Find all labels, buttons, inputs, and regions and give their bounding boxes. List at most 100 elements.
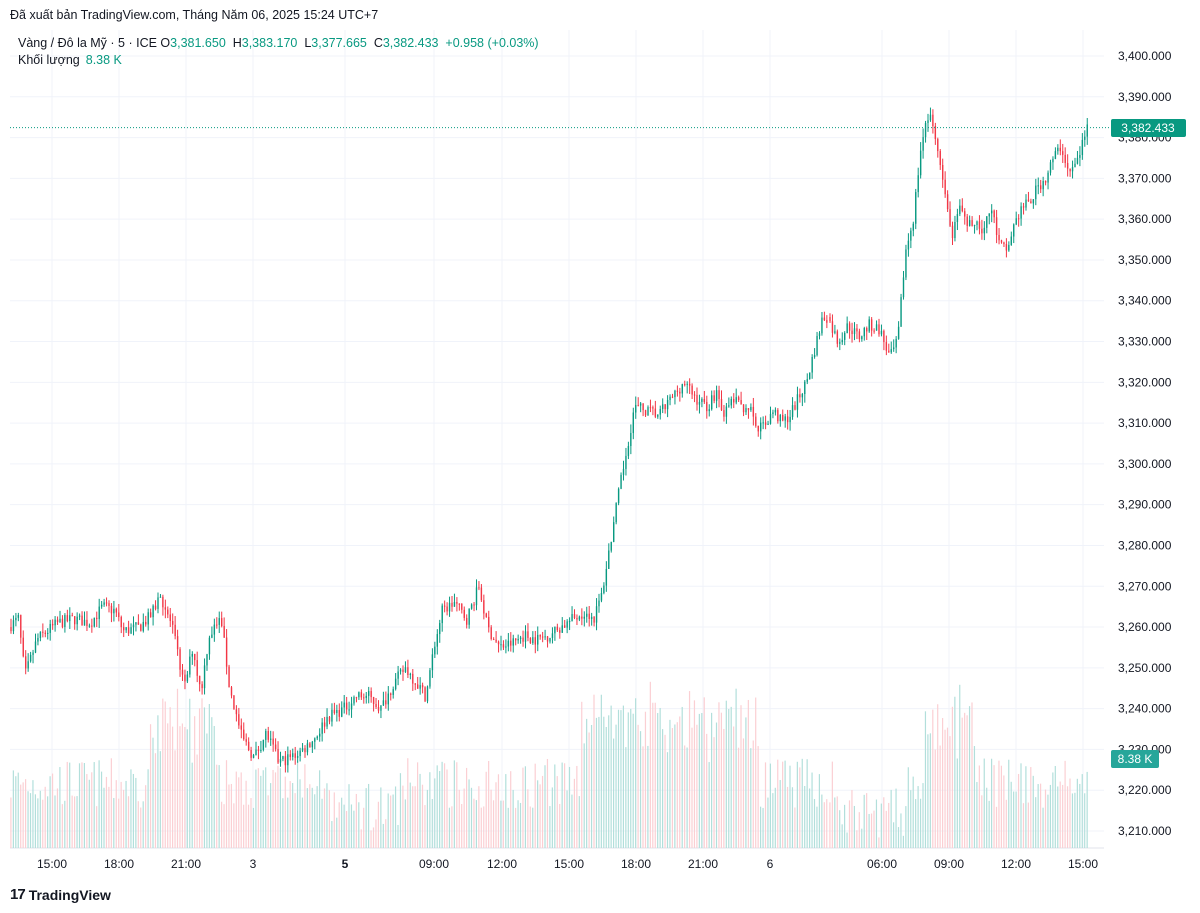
candle-body	[1008, 244, 1010, 251]
volume-bar	[292, 783, 294, 848]
tradingview-brand[interactable]: 17 TradingView	[10, 886, 111, 903]
candle-body	[1000, 240, 1003, 243]
price-candles[interactable]	[10, 107, 1088, 773]
volume-bar	[566, 790, 568, 848]
time-axis[interactable]: 15:00 18:00 21:00 3 5 09:00 12:00 15:00 18:00 21:…	[37, 857, 1098, 871]
candle-body	[861, 336, 863, 340]
volume-bar	[255, 769, 257, 848]
candle-body	[154, 605, 157, 609]
candle-body	[194, 653, 196, 661]
volume-bar	[100, 771, 103, 848]
candle-body	[559, 630, 561, 633]
volume-bar	[485, 771, 487, 848]
volume-bar	[240, 772, 242, 848]
candle-body	[284, 756, 287, 766]
candle-body	[883, 330, 885, 343]
candle-body	[715, 390, 718, 401]
volume-bar	[265, 767, 267, 848]
candle-body	[17, 615, 20, 618]
candle-body	[485, 613, 487, 617]
volume-bar	[1062, 784, 1064, 848]
candle-body	[769, 413, 772, 424]
volume-bar	[243, 804, 245, 848]
candle-body	[851, 330, 853, 335]
candle-body	[1062, 151, 1064, 155]
volume-bar	[113, 798, 115, 848]
volume-bar	[919, 798, 922, 848]
volume-bar	[649, 681, 651, 848]
y-tick-label: 3,260.000	[1118, 620, 1172, 634]
candle-body	[382, 700, 385, 706]
candle-body	[255, 749, 257, 756]
candle-body	[595, 606, 598, 623]
price-axis[interactable]: 3,400.0003,390.0003,380.0003,370.0003,36…	[1118, 49, 1172, 838]
volume-bar	[49, 776, 51, 848]
volume-bar	[96, 806, 98, 848]
candle-body	[956, 214, 959, 223]
volume-bar	[789, 765, 791, 848]
high-label: H	[232, 36, 242, 50]
candle-body	[213, 624, 216, 635]
candle-body	[93, 617, 95, 627]
candle-body	[336, 709, 338, 714]
volume-bar	[912, 776, 914, 848]
volume-bar	[365, 788, 367, 848]
candle-body	[164, 607, 167, 610]
volume-bar	[863, 794, 865, 848]
candle-body	[392, 689, 394, 695]
volume-bar	[71, 795, 73, 848]
candle-body	[39, 631, 42, 638]
volume-bar	[115, 780, 117, 848]
candle-body	[186, 674, 189, 682]
volume-bar	[238, 777, 240, 848]
candle-body	[25, 656, 27, 669]
volume-bar	[1017, 773, 1020, 848]
x-tick-label: 15:00	[554, 857, 584, 871]
candle-body	[890, 349, 892, 353]
volume-bar	[571, 794, 573, 848]
candle-body	[328, 716, 331, 722]
volume-bar	[301, 797, 304, 848]
volume-bar	[1047, 794, 1049, 848]
volume-bar	[470, 787, 473, 848]
volume-bar	[954, 696, 956, 848]
volume-bar	[718, 702, 720, 848]
candle-body	[544, 636, 546, 638]
candle-body	[394, 678, 397, 690]
candle-body	[130, 627, 132, 634]
candle-body	[1010, 236, 1012, 245]
candle-body	[37, 637, 39, 642]
volume-bar	[191, 762, 193, 848]
x-tick-label: 18:00	[621, 857, 651, 871]
volume-bar	[794, 807, 796, 848]
volume-bar	[868, 813, 870, 848]
volume-bar	[728, 708, 730, 848]
volume-bar	[211, 717, 213, 848]
candle-body	[745, 408, 747, 413]
candle-body	[733, 398, 735, 403]
candle-body	[311, 741, 314, 748]
candle-body	[78, 615, 81, 617]
candle-body	[431, 654, 434, 671]
candle-body	[1044, 181, 1047, 183]
volume-bar	[20, 784, 22, 848]
volume-bar	[844, 804, 846, 848]
volume-label[interactable]: Khối lượng	[18, 53, 80, 67]
candle-body	[32, 652, 34, 655]
volume-bar	[944, 729, 946, 848]
candle-body	[1076, 157, 1079, 164]
candle-body	[377, 707, 380, 711]
volume-bar	[915, 799, 917, 848]
y-tick-label: 3,310.000	[1118, 416, 1172, 430]
candle-body	[140, 624, 142, 631]
volume-bar	[319, 770, 321, 848]
volume-bar	[745, 717, 747, 848]
candle-body	[56, 619, 59, 622]
symbol-title[interactable]: Vàng / Đô la Mỹ · 5 · ICE	[18, 36, 157, 50]
candle-body	[725, 406, 728, 417]
candle-body	[1074, 163, 1076, 168]
volume-bar	[159, 751, 161, 848]
candle-body	[434, 646, 436, 655]
candle-body	[142, 621, 144, 631]
